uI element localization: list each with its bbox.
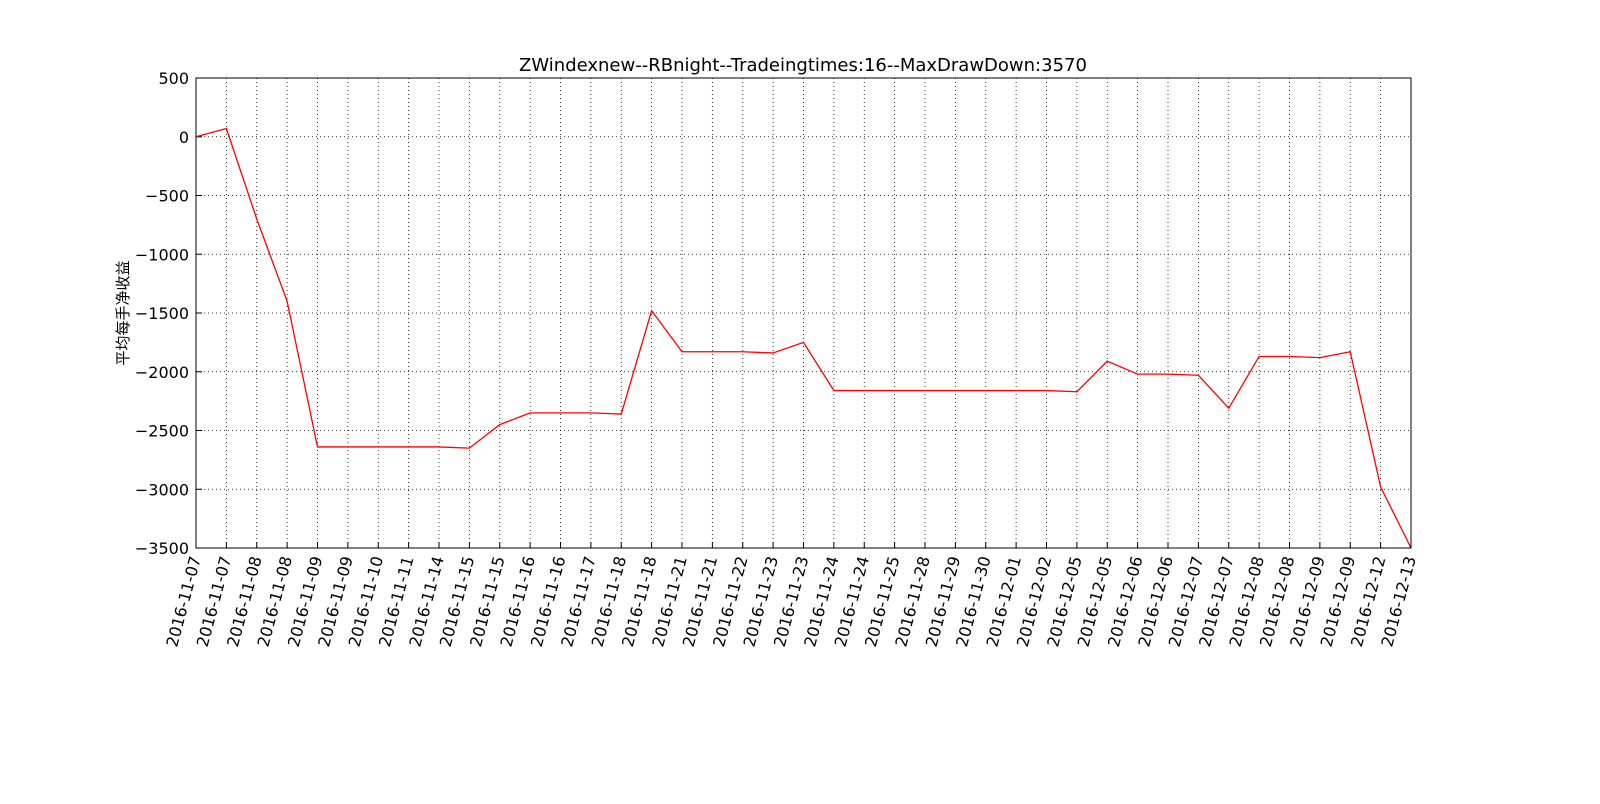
plot-frame <box>195 77 1412 549</box>
y-tick-label: −3500 <box>135 539 189 558</box>
y-tick-label: 0 <box>179 128 189 147</box>
y-tick-label: −2000 <box>135 363 189 382</box>
data-line <box>195 127 1412 549</box>
y-tick-label: −2500 <box>135 422 189 441</box>
y-tick-label: −1000 <box>135 245 189 264</box>
y-tick-label: −500 <box>145 187 189 206</box>
y-axis-label: 平均每手净收益 <box>114 260 132 365</box>
y-tick-label: −1500 <box>135 304 189 323</box>
chart-title: ZWindexnew--RBnight--Tradeingtimes:16--M… <box>519 55 1087 76</box>
y-tick-label: −3000 <box>135 480 189 499</box>
y-tick-label: 500 <box>158 69 189 88</box>
